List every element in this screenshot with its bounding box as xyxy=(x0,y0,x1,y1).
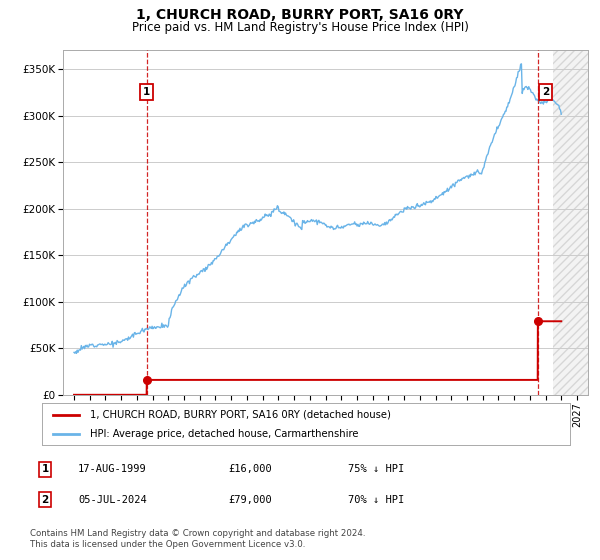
Bar xyxy=(553,50,593,395)
Text: 70% ↓ HPI: 70% ↓ HPI xyxy=(348,494,404,505)
Text: 17-AUG-1999: 17-AUG-1999 xyxy=(78,464,147,474)
Text: 2: 2 xyxy=(542,87,550,97)
Text: £79,000: £79,000 xyxy=(228,494,272,505)
Text: Contains HM Land Registry data © Crown copyright and database right 2024.
This d: Contains HM Land Registry data © Crown c… xyxy=(30,529,365,549)
Text: £16,000: £16,000 xyxy=(228,464,272,474)
Text: 1, CHURCH ROAD, BURRY PORT, SA16 0RY: 1, CHURCH ROAD, BURRY PORT, SA16 0RY xyxy=(136,8,464,22)
Text: Price paid vs. HM Land Registry's House Price Index (HPI): Price paid vs. HM Land Registry's House … xyxy=(131,21,469,34)
Text: 1, CHURCH ROAD, BURRY PORT, SA16 0RY (detached house): 1, CHURCH ROAD, BURRY PORT, SA16 0RY (de… xyxy=(89,409,391,419)
Text: HPI: Average price, detached house, Carmarthenshire: HPI: Average price, detached house, Carm… xyxy=(89,429,358,439)
Text: 05-JUL-2024: 05-JUL-2024 xyxy=(78,494,147,505)
Text: 2: 2 xyxy=(41,494,49,505)
Text: 75% ↓ HPI: 75% ↓ HPI xyxy=(348,464,404,474)
Text: 1: 1 xyxy=(143,87,151,97)
Text: 1: 1 xyxy=(41,464,49,474)
